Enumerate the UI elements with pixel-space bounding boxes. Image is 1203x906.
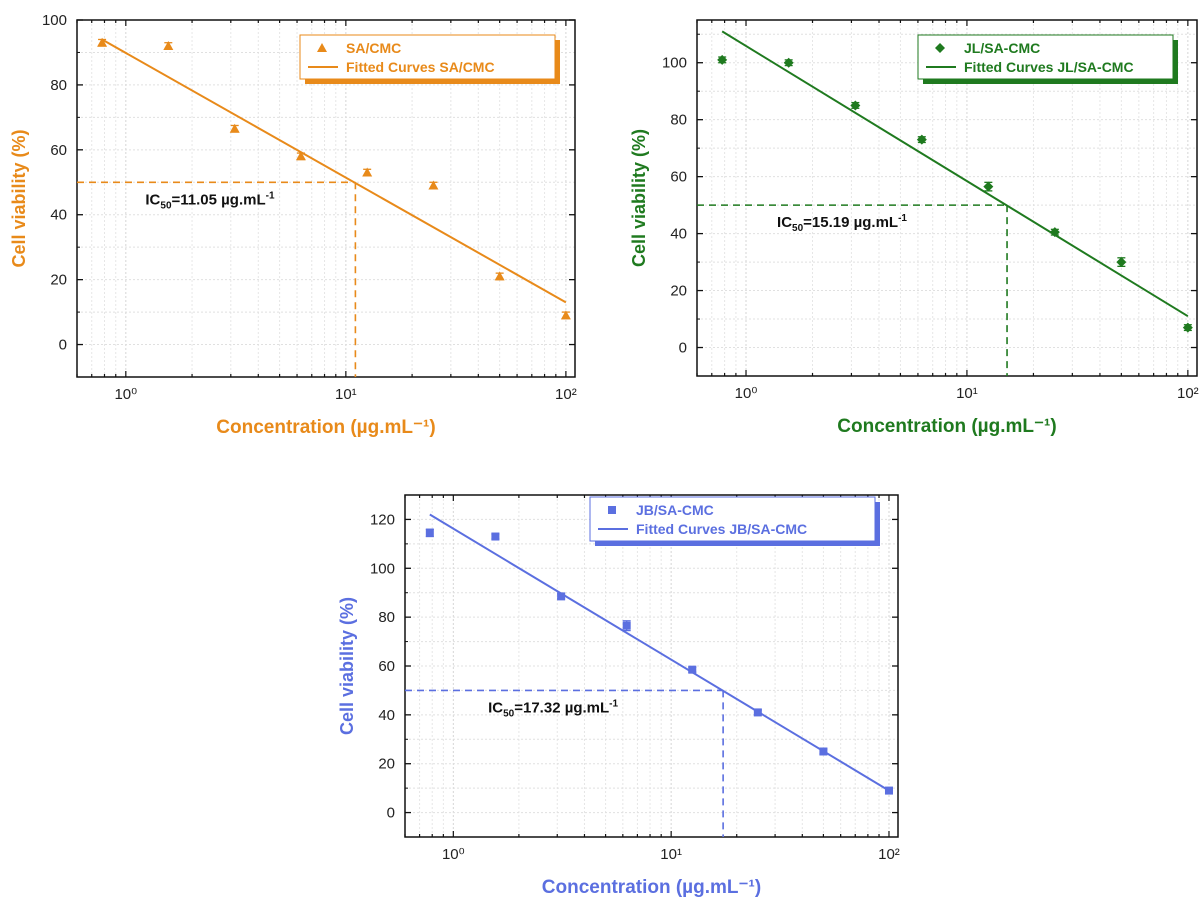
y-tick-label: 60	[670, 169, 687, 186]
x-axis-label: Concentration (µg.mL⁻¹)	[216, 417, 435, 438]
y-axis-label: Cell viability (%)	[629, 129, 649, 267]
chart-panel-sa-cmc: 0 20 40 60 80 100 10⁰ 10¹ 10² Concentration (µg.m…	[0, 0, 600, 445]
x-axis-label: Concentration (µg.mL⁻¹)	[542, 877, 761, 898]
legend-label-fit: Fitted Curves JB/SA-CMC	[636, 521, 807, 537]
data-point	[622, 621, 631, 630]
x-tick-label: 10²	[1177, 385, 1199, 402]
data-point	[717, 54, 728, 65]
x-tick-label: 10²	[878, 846, 900, 863]
x-tick-label: 10¹	[956, 385, 978, 402]
y-tick-label: 40	[670, 226, 687, 243]
legend-label-fit: Fitted Curves JL/SA-CMC	[964, 59, 1134, 75]
data-point	[163, 40, 174, 50]
y-tick-label: 20	[670, 283, 687, 300]
y-tick-label: 100	[42, 12, 67, 29]
legend-label-points: SA/CMC	[346, 40, 401, 56]
legend-label-points: JB/SA-CMC	[636, 502, 714, 518]
y-axis-label: Cell viability (%)	[9, 129, 29, 267]
data-point	[916, 134, 927, 145]
data-point	[850, 100, 861, 111]
y-axis-label: Cell viability (%)	[337, 597, 357, 735]
fitted-curve-line	[429, 513, 890, 792]
data-point	[884, 786, 893, 795]
data-point	[557, 592, 566, 601]
y-tick-label: 100	[662, 55, 687, 72]
ic50-label-rest: =15.19 µg.mL	[803, 214, 898, 231]
plot-frame	[696, 19, 1198, 377]
data-point	[560, 310, 571, 320]
y-tick-label: 60	[378, 658, 395, 675]
y-tick-label: 100	[370, 560, 395, 577]
plot-frame	[76, 19, 576, 378]
x-tick-label: 10⁰	[442, 846, 465, 863]
ic50-label-main: IC	[145, 191, 160, 208]
chart-panel-jl-sa-cmc: 0 20 40 60 80 100 10⁰ 10¹ 10² Concentration (µg.m…	[600, 0, 1203, 445]
legend-marker	[317, 43, 327, 52]
x-tick-label: 10⁰	[114, 386, 137, 403]
fitted-curve-line	[721, 30, 1189, 318]
data-point	[362, 167, 373, 177]
data-point	[97, 37, 108, 47]
data-point	[428, 180, 439, 190]
data-point	[494, 271, 505, 281]
y-tick-label: 60	[50, 142, 67, 159]
ic50-label-sup: -1	[609, 698, 618, 709]
y-tick-label: 40	[50, 207, 67, 224]
ic50-label-main: IC	[777, 214, 792, 231]
data-point	[1182, 322, 1193, 333]
ic50-label-sub: 50	[792, 223, 804, 234]
legend-label-points: JL/SA-CMC	[964, 40, 1040, 56]
data-point	[1049, 227, 1060, 238]
legend-box	[917, 34, 1174, 80]
data-point	[819, 747, 828, 756]
y-tick-label: 80	[378, 609, 395, 626]
ic50-label-sub: 50	[160, 200, 172, 211]
y-tick-label: 0	[679, 340, 687, 357]
x-tick-label: 10⁰	[735, 385, 758, 402]
ic50-label-sup: -1	[266, 190, 275, 201]
data-point	[983, 181, 994, 192]
y-tick-label: 20	[378, 756, 395, 773]
x-tick-label: 10¹	[660, 846, 682, 863]
data-point	[753, 708, 762, 717]
data-point	[229, 123, 240, 133]
ic50-label-sub: 50	[503, 708, 515, 719]
x-tick-label: 10¹	[335, 386, 357, 403]
ic50-label-main: IC	[488, 699, 503, 716]
fitted-curve-line	[101, 38, 567, 304]
ic50-label: IC50=15.19 µg.mL-1	[777, 213, 907, 234]
y-tick-label: 120	[370, 511, 395, 528]
chart-sa-cmc: 0 20 40 60 80 100 10⁰ 10¹ 10² Concentration (µg.m…	[9, 12, 577, 438]
ic50-label: IC50=11.05 µg.mL-1	[145, 190, 275, 211]
data-point	[425, 528, 434, 537]
data-point	[1116, 257, 1127, 268]
data-point	[491, 532, 500, 541]
y-tick-label: 0	[387, 805, 395, 822]
legend-box	[589, 496, 876, 542]
y-tick-label: 80	[670, 112, 687, 129]
data-point	[688, 665, 697, 674]
y-tick-label: 20	[50, 272, 67, 289]
legend-marker	[935, 43, 945, 53]
x-tick-label: 10²	[555, 386, 577, 403]
chart-panel-jb-sa-cmc: 0 20 40 60 80 100 120 10⁰ 10¹ 10² Concentration (µ…	[320, 475, 920, 901]
chart-jb-sa-cmc: 0 20 40 60 80 100 120 10⁰ 10¹ 10² Concentration (µ…	[337, 494, 900, 898]
y-tick-label: 40	[378, 707, 395, 724]
legend-marker	[608, 506, 616, 514]
x-axis-label: Concentration (µg.mL⁻¹)	[837, 416, 1056, 437]
ic50-label-sup: -1	[898, 213, 907, 224]
chart-jl-sa-cmc: 0 20 40 60 80 100 10⁰ 10¹ 10² Concentration (µg.m…	[629, 19, 1199, 437]
y-tick-label: 80	[50, 77, 67, 94]
data-point	[295, 151, 306, 161]
y-tick-label: 0	[59, 337, 67, 354]
data-point	[783, 57, 794, 68]
legend-box	[299, 34, 556, 80]
ic50-label-rest: =17.32 µg.mL	[514, 699, 609, 716]
ic50-label-rest: =11.05 µg.mL	[172, 191, 266, 208]
ic50-label: IC50=17.32 µg.mL-1	[488, 698, 618, 719]
legend-label-fit: Fitted Curves SA/CMC	[346, 59, 495, 75]
grid	[404, 494, 898, 837]
